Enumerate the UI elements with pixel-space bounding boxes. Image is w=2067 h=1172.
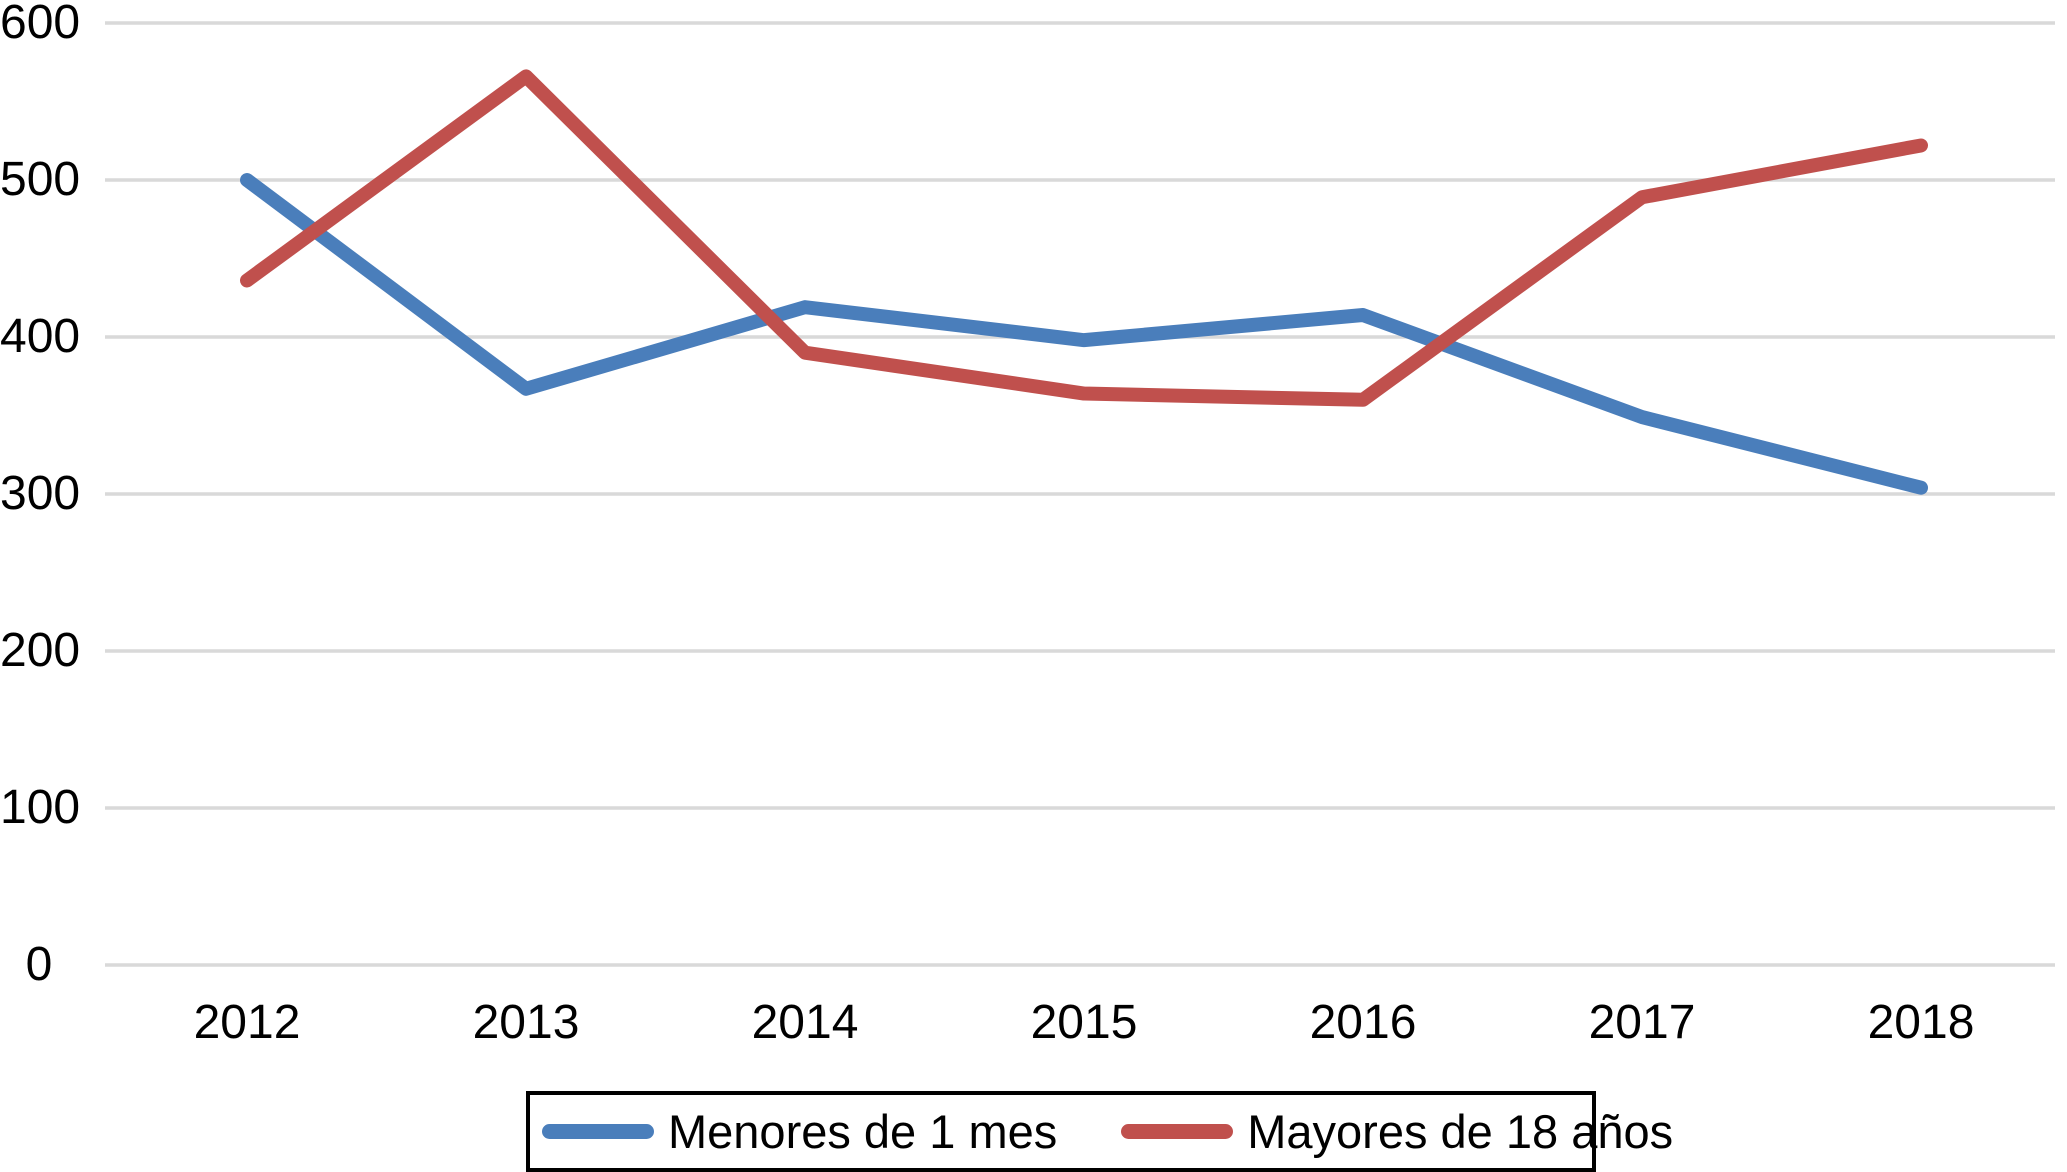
legend-item-menores: Menores de 1 mes	[542, 1104, 1058, 1158]
legend-label-menores: Menores de 1 mes	[668, 1104, 1058, 1158]
x-tick-label-2016: 2016	[1309, 996, 1417, 1049]
y-tick-label-0: 0	[25, 938, 53, 991]
series-line-0	[240, 173, 1928, 495]
legend-label-mayores: Mayores de 18 años	[1247, 1104, 1674, 1158]
series-line-1	[240, 69, 1928, 407]
y-tick-label-100: 100	[0, 781, 81, 834]
y-tick-label-500: 500	[0, 153, 81, 206]
x-tick-label-2017: 2017	[1588, 996, 1696, 1049]
legend: Menores de 1 mes Mayores de 18 años	[526, 1091, 1673, 1172]
x-tick-label-2018: 2018	[1867, 996, 1975, 1049]
legend-item-mayores: Mayores de 18 años	[1121, 1104, 1674, 1158]
y-tick-label-200: 200	[0, 624, 81, 677]
y-tick-label-600: 600	[0, 0, 81, 49]
x-tick-label-2013: 2013	[472, 996, 580, 1049]
y-tick-label-400: 400	[0, 310, 81, 363]
legend-swatch-blue-line-icon	[542, 1124, 654, 1139]
x-tick-label-2015: 2015	[1030, 996, 1138, 1049]
x-tick-label-2012: 2012	[193, 996, 301, 1049]
legend-swatch-red-line-icon	[1121, 1124, 1234, 1139]
y-tick-label-300: 300	[0, 467, 81, 520]
x-tick-label-2014: 2014	[751, 996, 859, 1049]
